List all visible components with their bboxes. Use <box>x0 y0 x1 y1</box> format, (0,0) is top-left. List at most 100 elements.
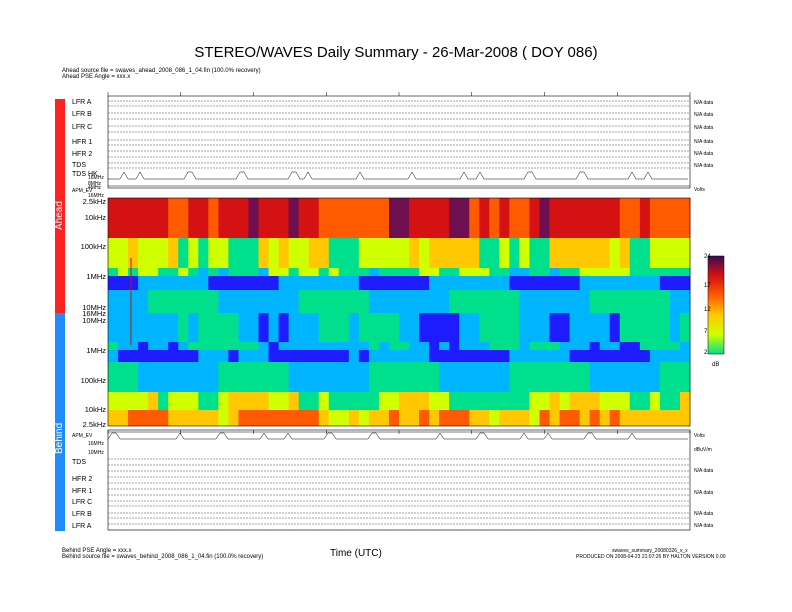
spectrogram-cell <box>639 362 651 392</box>
footer-product-name: swaves_summary_20080326_v_x <box>612 548 688 554</box>
right-unit-label: N/A data <box>694 112 714 118</box>
spectrogram-cell <box>549 198 561 238</box>
spectrogram-cell <box>288 276 300 290</box>
spectrogram-cell <box>659 268 671 276</box>
spectrogram-cell <box>308 238 320 268</box>
spectrogram-cell <box>378 362 390 392</box>
spectrogram-cell <box>479 198 490 238</box>
spectrogram-cell <box>248 362 260 392</box>
ahead-panel-frame <box>107 95 691 189</box>
spectrogram-cell <box>609 313 621 342</box>
spectrogram-cell <box>198 268 209 276</box>
spectrogram-cell <box>248 410 260 426</box>
spectrogram-cell <box>509 268 520 276</box>
spectrogram-cell <box>268 362 280 392</box>
spectrogram-cell <box>388 268 400 276</box>
spectrogram-cell <box>268 268 280 276</box>
spectrogram-cell <box>238 350 249 362</box>
spectrogram-cell <box>419 268 430 276</box>
spectrogram-cell <box>378 198 390 238</box>
spectrogram-cell <box>118 268 129 276</box>
spectrogram-cell <box>118 410 129 426</box>
spectrogram-cell <box>609 198 621 238</box>
spectrogram-cell <box>649 313 661 342</box>
spectrogram-cell <box>599 290 611 313</box>
spectrogram-cell <box>559 362 571 392</box>
spectrogram-cell <box>679 342 691 350</box>
spectrogram-cell <box>298 362 310 392</box>
right-unit-label: N/A data <box>694 139 714 145</box>
spectrogram-cell <box>118 198 129 238</box>
spectrogram-cell <box>378 276 390 290</box>
spectrogram-cell <box>439 198 450 238</box>
spectrogram-cell <box>399 392 410 410</box>
spectrogram-cell <box>539 238 551 268</box>
spectrogram-cell <box>649 410 661 426</box>
spectrogram-cell <box>489 362 500 392</box>
spectrogram-cell <box>579 350 591 362</box>
spectrogram-cell <box>619 313 631 342</box>
spectrogram-cell <box>489 410 500 426</box>
spectrogram-cell <box>469 392 480 410</box>
spectrogram-cell <box>268 313 280 342</box>
spectrogram-cell <box>318 342 330 350</box>
spectrogram-cell <box>338 362 350 392</box>
spectrogram-cell <box>368 392 380 410</box>
right-unit-label: N/A data <box>694 490 714 496</box>
ahead-row-label: HFR 1 <box>72 139 93 146</box>
spectrogram-cell <box>138 362 149 392</box>
spectrogram-cell <box>128 342 139 350</box>
spectrogram-cell <box>348 410 360 426</box>
spectrogram-cell <box>288 198 300 238</box>
spectrogram-cell <box>519 410 530 426</box>
spectrogram-cell <box>318 410 330 426</box>
spectrogram-cell <box>118 362 129 392</box>
spectrogram-cell <box>539 268 551 276</box>
spectrogram-cell <box>378 342 390 350</box>
spectrogram-cell <box>238 238 249 268</box>
spectrogram-cell <box>669 238 681 268</box>
spectrogram-cell <box>358 392 370 410</box>
spectrogram-cell <box>348 198 360 238</box>
freq-label-ahead: 2.5kHz <box>82 197 106 206</box>
spectrogram-cell <box>449 290 460 313</box>
spectrogram-cell <box>629 350 641 362</box>
spectrogram-cell <box>529 268 540 276</box>
spectrogram-cell <box>579 268 591 276</box>
spectrogram-cell <box>629 362 641 392</box>
behind-tds-trace <box>107 432 688 440</box>
spectrogram-cell <box>489 392 500 410</box>
spectrogram-cell <box>499 290 510 313</box>
spectrogram-cell <box>288 362 300 392</box>
spectrogram-cell <box>439 290 450 313</box>
spectrogram-cell <box>639 350 651 362</box>
spectrogram-cell <box>348 362 360 392</box>
behind-row-label: LFR A <box>72 523 92 530</box>
spectrogram-cell <box>449 276 460 290</box>
spectrogram-cell <box>479 313 490 342</box>
ahead-row-label: LFR A <box>72 99 92 106</box>
spectrogram-cell <box>118 313 129 342</box>
spectrogram-cell <box>198 313 209 342</box>
spectrogram-cell <box>619 342 631 350</box>
spectrogram-cell <box>419 362 430 392</box>
spectrogram-cell <box>459 276 470 290</box>
spectrogram-cell <box>419 238 430 268</box>
behind-panel-frame <box>107 429 691 531</box>
spectrogram-cell <box>228 198 239 238</box>
colorbar-unit: dB <box>712 362 720 368</box>
spectrogram-cell <box>168 342 179 350</box>
spectrogram-cell <box>198 290 209 313</box>
spectrogram-cell <box>308 350 320 362</box>
spectrogram-cell <box>619 410 631 426</box>
spectrogram-cell <box>128 362 139 392</box>
freq-label-behind: 2.5kHz <box>82 420 106 429</box>
spectrogram-cell <box>419 313 430 342</box>
spectrogram-cell <box>258 342 270 350</box>
behind-row-label: HFR 1 <box>72 488 93 495</box>
spectrogram-cell <box>288 268 300 276</box>
spectrogram-cell <box>659 392 671 410</box>
spectrogram-cell <box>489 198 500 238</box>
apm-label: APM_EV <box>72 188 93 194</box>
spectrogram-cell <box>509 342 520 350</box>
